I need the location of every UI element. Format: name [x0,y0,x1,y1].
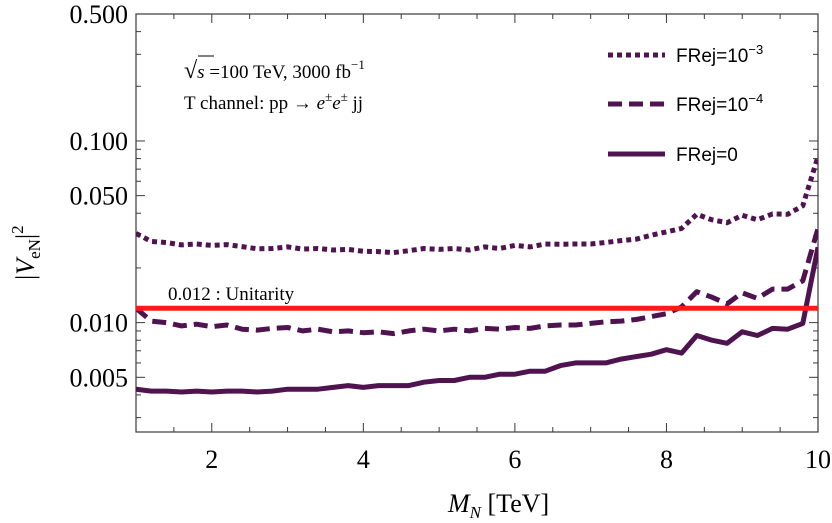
x-tick-label: 10 [805,445,831,474]
channel-e1: e [317,93,325,114]
x-tick-label: 6 [508,445,521,474]
series-line-solid [136,246,818,395]
x-tick-label: 8 [660,445,673,474]
energy-text: =100 TeV, 3000 fb [205,62,351,83]
y-tick-label: 0.005 [70,363,129,392]
energy-sup: −1 [351,57,365,72]
y-axis-ticks: 0.005 0.010 0.050 0.100 0.500 [70,0,818,419]
legend-label-frej-1e-4: FRej=10−4 [676,91,763,116]
y-tick-label: 0.500 [70,0,129,29]
series-line-dotted [136,155,818,256]
energy-annotation: √s =100 TeV, 3000 fb−1 [184,57,365,84]
y-tick-label: 0.050 [70,182,129,211]
series-line-dashed [136,227,818,337]
series-group [136,155,818,395]
x-tick-label: 4 [357,445,370,474]
legend-label-frej-1e-3: FRej=10−3 [676,42,763,67]
channel-text: T channel: pp → [184,93,317,114]
y-axis-label: |VeN|2 [8,225,44,280]
svg-text:|VeN|2: |VeN|2 [8,225,44,280]
legend-label-frej-0: FRej=0 [676,145,738,166]
sqrt-symbol: √ [184,58,198,84]
y-tick-label: 0.100 [70,127,129,156]
channel-e2: e [332,93,340,114]
unitarity-label: 0.012 : Unitarity [168,284,295,305]
channel-pm2: ± [341,89,348,104]
x-tick-label: 2 [205,445,218,474]
channel-jj: jj [348,93,363,114]
legend: FRej=10−3 FRej=10−4 FRej=0 [608,42,763,166]
energy-s: s [197,62,204,83]
y-tick-label: 0.010 [70,309,129,338]
x-axis-label: MN [TeV] [447,489,549,522]
channel-pm1: ± [325,89,332,104]
x-axis-ticks: 2 4 6 8 10 [135,14,831,474]
channel-annotation: T channel: pp → e±e± jj [184,89,363,114]
